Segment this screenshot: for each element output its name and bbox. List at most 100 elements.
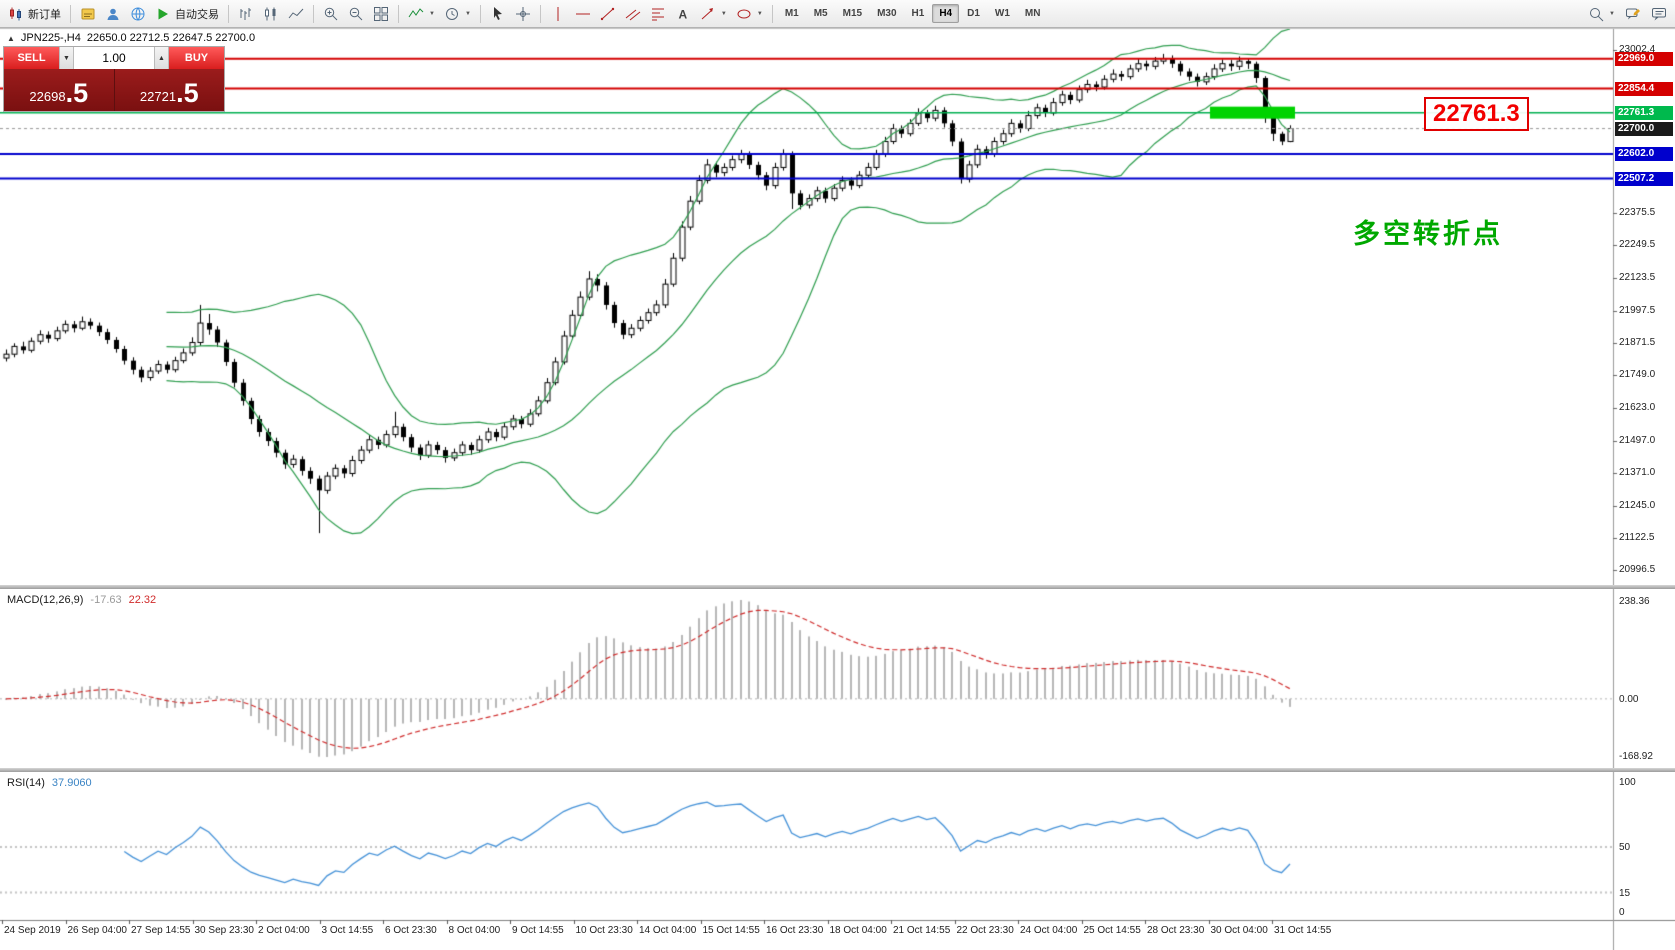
time-axis-label: 25 Oct 14:55: [1083, 925, 1141, 936]
macd-scale-min: -168.92: [1619, 751, 1653, 762]
one-click-trade-panel: SELL ▼ ▲ BUY 22698 .5 22721 .5: [3, 46, 225, 112]
dropdown-caret-icon: ▼: [429, 10, 435, 17]
time-axis-label: 21 Oct 14:55: [893, 925, 951, 936]
timeframe-m1[interactable]: M1: [784, 8, 799, 19]
symbol-period-label: JPN225-,H4: [20, 32, 81, 44]
candlestick-chart-button[interactable]: [259, 3, 283, 25]
toolbar-separator: [398, 4, 399, 23]
dropdown-caret-icon: ▼: [464, 10, 471, 17]
rsi-value: 37.9060: [51, 777, 92, 789]
dropdown-caret-icon: ▼: [756, 10, 763, 17]
search-button[interactable]: ▼: [1584, 3, 1619, 25]
shapes-button[interactable]: ▼: [732, 3, 767, 25]
buy-price-big: .5: [176, 78, 199, 108]
volume-down-icon: ▼: [63, 54, 70, 62]
timeframe-m5[interactable]: M5: [813, 8, 828, 19]
new-order-button[interactable]: 新订单: [4, 3, 65, 25]
rsi-scale-label: 100: [1619, 777, 1636, 788]
indicators-button[interactable]: ▼: [404, 3, 439, 25]
sell-price-small: 22698: [29, 89, 66, 104]
line-chart-button[interactable]: [284, 3, 308, 25]
timeframe-w1[interactable]: W1: [994, 8, 1010, 19]
price-tag-22854.4: 22854.4: [1615, 81, 1673, 96]
price-axis-tick-label: 21871.5: [1619, 337, 1656, 349]
new-order-label: 新订单: [28, 8, 61, 21]
volume-decrease-button[interactable]: ▼: [59, 47, 74, 69]
symbol-triangle-icon: ▲: [7, 33, 15, 43]
timeframe-m15[interactable]: M15: [842, 8, 863, 19]
price-axis-tick-label: 23002.4: [1619, 44, 1656, 56]
crosshair-button[interactable]: [511, 3, 535, 25]
price-axis-tick-label: 22123.5: [1619, 272, 1656, 284]
arrow-tool-button[interactable]: ▼: [696, 3, 731, 25]
autotrading-icon: [158, 8, 168, 19]
shapes-icon: [737, 9, 751, 18]
tile-windows-icon: [374, 6, 388, 21]
trendline-button[interactable]: [596, 3, 620, 25]
text-tool-button[interactable]: A: [671, 3, 695, 25]
rsi-indicator-label: RSI(14) 37.9060: [7, 777, 92, 789]
volume-input[interactable]: [74, 47, 154, 69]
price-tag-22700.0: 22700.0: [1615, 121, 1673, 136]
horizontal-line-icon: [575, 13, 590, 14]
trade-panel-prices: 22698 .5 22721 .5: [4, 69, 224, 111]
timeframe-h1[interactable]: H1: [911, 8, 925, 19]
indicators-icon: [408, 7, 424, 17]
panel-splitter-rsi[interactable]: [0, 768, 1675, 772]
candlestick-chart-icon: [265, 7, 276, 20]
periods-icon: [445, 7, 458, 20]
channel-icon: [625, 9, 641, 20]
channel-button[interactable]: [621, 3, 645, 25]
timeframe-h4[interactable]: H4: [932, 4, 960, 23]
timeframe-mn[interactable]: MN: [1024, 8, 1041, 19]
bar-chart-icon: [240, 7, 251, 20]
strategies-button[interactable]: [76, 3, 100, 25]
zoom-out-icon: [349, 7, 363, 20]
vertical-line-button[interactable]: [546, 3, 570, 25]
time-axis-label: 14 Oct 04:00: [639, 925, 697, 936]
macd-panel[interactable]: [0, 589, 1613, 768]
panel-splitter-macd[interactable]: [0, 585, 1675, 589]
periods-button[interactable]: ▼: [440, 3, 475, 25]
tile-windows-button[interactable]: [369, 3, 393, 25]
volume-increase-button[interactable]: ▲: [154, 47, 169, 69]
bar-chart-button[interactable]: [234, 3, 258, 25]
community-button[interactable]: [126, 3, 150, 25]
zoom-in-button[interactable]: [319, 3, 343, 25]
new-order-icon: [10, 7, 21, 20]
cursor-button[interactable]: [486, 3, 510, 25]
rsi-panel[interactable]: [0, 772, 1613, 918]
time-axis-label: 3 Oct 14:55: [321, 925, 374, 936]
fibonacci-button[interactable]: [646, 3, 670, 25]
time-axis-label: 22 Oct 23:30: [956, 925, 1014, 936]
price-level-callout[interactable]: 22761.3: [1424, 97, 1529, 131]
profile-button[interactable]: [101, 3, 125, 25]
macd-name: MACD(12,26,9): [7, 594, 84, 606]
time-axis-label: 30 Sep 23:30: [194, 925, 255, 936]
timeframe-m30[interactable]: M30: [877, 8, 897, 19]
new-chat-button[interactable]: [1621, 3, 1645, 25]
timeframe-d1[interactable]: D1: [967, 8, 980, 19]
turning-point-note[interactable]: 多空转折点: [1353, 219, 1503, 249]
new-chat-icon: [1626, 8, 1640, 19]
price-axis-tick-label: 21245.0: [1619, 499, 1656, 511]
chat-button[interactable]: [1647, 3, 1671, 25]
autotrading-button[interactable]: 自动交易: [151, 3, 223, 25]
buy-button[interactable]: BUY: [169, 47, 224, 69]
price-tag-22507.2: 22507.2: [1615, 171, 1673, 186]
macd-signal-value: 22.32: [128, 594, 157, 606]
buy-price[interactable]: 22721 .5: [113, 69, 225, 111]
horizontal-line-button[interactable]: [571, 3, 595, 25]
toolbar-separator: [539, 4, 541, 23]
sell-price[interactable]: 22698 .5: [4, 69, 114, 111]
profile-icon: [107, 8, 119, 20]
time-axis-label: 15 Oct 14:55: [702, 925, 760, 936]
zoom-out-button[interactable]: [344, 3, 368, 25]
main-chart-area[interactable]: [0, 28, 1613, 585]
price-axis-tick-label: 22375.5: [1619, 206, 1656, 218]
price-axis[interactable]: [1613, 28, 1675, 950]
price-axis-tick-label: 21623.0: [1619, 401, 1656, 413]
toolbar: 新订单 自动交易 ▼ ▼ A ▼ ▼ M1 M5: [0, 0, 1675, 28]
sell-button[interactable]: SELL: [4, 47, 59, 69]
